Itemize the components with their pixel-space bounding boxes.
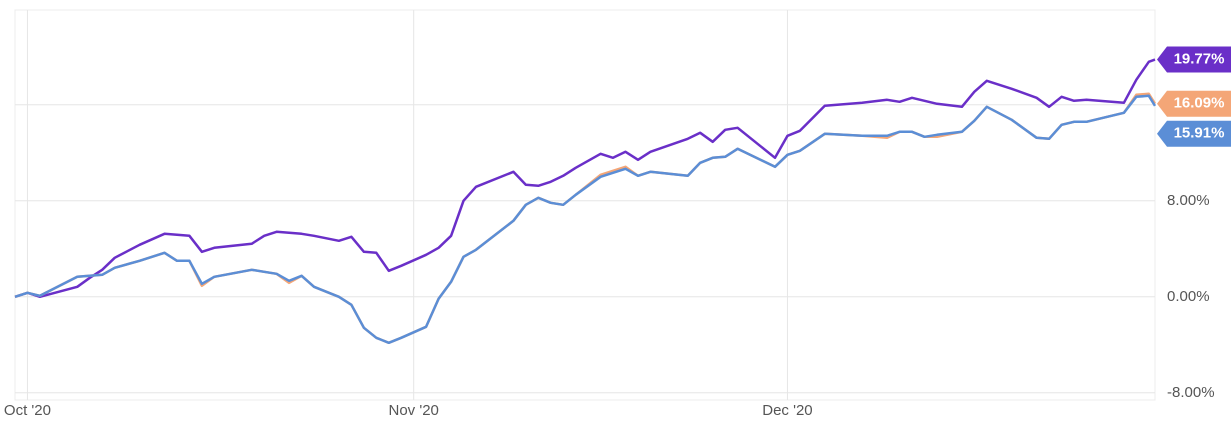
x-tick-label: Nov '20 — [388, 402, 438, 419]
series-line — [14, 58, 1156, 299]
value-flag-label: 16.09% — [1174, 95, 1225, 112]
y-tick-label: -8.00% — [1167, 384, 1215, 401]
y-tick-label: 0.00% — [1167, 288, 1210, 305]
plot-frame — [14, 9, 1156, 401]
value-flag-label: 15.91% — [1174, 125, 1225, 142]
x-tick-label: Dec '20 — [762, 402, 812, 419]
series-line — [14, 92, 1157, 345]
y-tick-label: 8.00% — [1167, 192, 1210, 209]
value-flag — [1157, 120, 1231, 147]
value-flag-label: 19.77% — [1174, 51, 1225, 68]
x-tick-label: Oct '20 — [4, 402, 51, 419]
series-line — [14, 94, 1157, 345]
value-flag — [1157, 46, 1231, 73]
value-flag — [1157, 90, 1231, 117]
